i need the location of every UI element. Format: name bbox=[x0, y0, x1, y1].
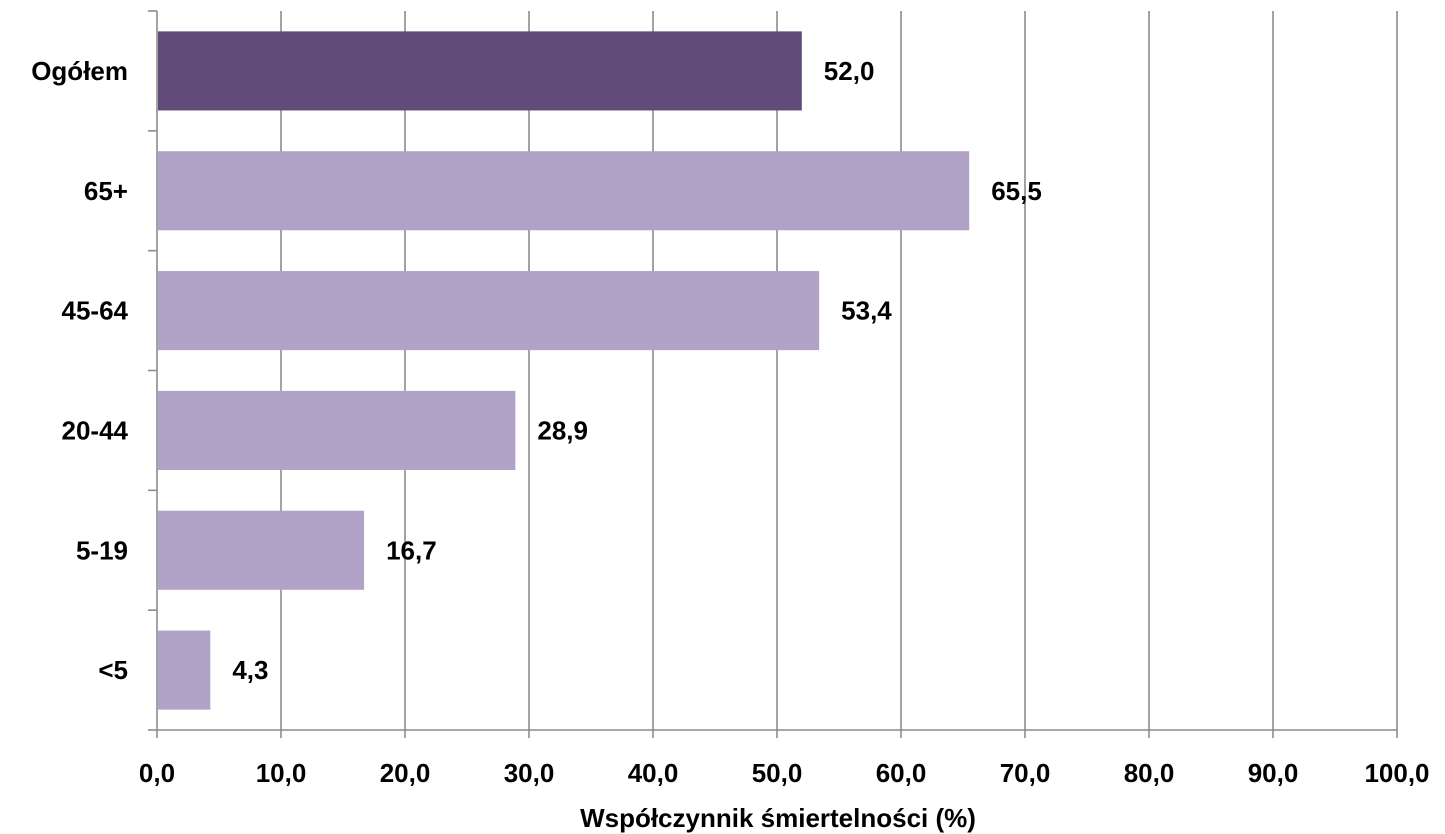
data-label: 52,0 bbox=[824, 56, 875, 86]
data-label: 65,5 bbox=[991, 176, 1042, 206]
x-tick-labels: 0,0 10,0 20,0 30,0 40,0 50,0 60,0 70,0 80,0 90,0 1… bbox=[139, 758, 1430, 788]
category-label: 20-44 bbox=[62, 415, 129, 445]
x-tick-label: 70,0 bbox=[1000, 758, 1051, 788]
x-tick-label: 50,0 bbox=[752, 758, 803, 788]
category-labels: Ogółem 65+ 45-64 20-44 5-19 <5 bbox=[31, 56, 128, 685]
data-label: 4,3 bbox=[232, 655, 268, 685]
bar bbox=[158, 510, 365, 590]
bars bbox=[158, 31, 970, 710]
x-tick-label: 20,0 bbox=[380, 758, 431, 788]
data-label: 53,4 bbox=[841, 296, 892, 326]
x-tick-label: 0,0 bbox=[139, 758, 175, 788]
data-labels: 52,0 65,5 53,4 28,9 16,7 4,3 bbox=[232, 56, 1041, 685]
x-tick-label: 30,0 bbox=[504, 758, 555, 788]
x-tick-label: 60,0 bbox=[876, 758, 927, 788]
x-tick-label: 80,0 bbox=[1124, 758, 1175, 788]
category-label: Ogółem bbox=[31, 56, 128, 86]
bar bbox=[158, 390, 516, 470]
bar bbox=[158, 630, 211, 710]
bar bbox=[158, 31, 802, 111]
category-label: 65+ bbox=[84, 176, 128, 206]
x-tick-label: 10,0 bbox=[256, 758, 307, 788]
data-label: 28,9 bbox=[537, 415, 588, 445]
axes bbox=[148, 10, 1398, 738]
x-tick-label: 100,0 bbox=[1364, 758, 1429, 788]
x-tick-label: 90,0 bbox=[1248, 758, 1299, 788]
grid-lines bbox=[280, 11, 1398, 730]
data-label: 16,7 bbox=[386, 535, 437, 565]
category-label: 45-64 bbox=[62, 296, 129, 326]
x-tick-label: 40,0 bbox=[628, 758, 679, 788]
x-axis-title: Współczynnik śmiertelności (%) bbox=[580, 803, 976, 833]
bar bbox=[158, 151, 970, 231]
category-label: 5-19 bbox=[76, 535, 128, 565]
bar bbox=[158, 271, 820, 351]
category-label: <5 bbox=[98, 655, 128, 685]
